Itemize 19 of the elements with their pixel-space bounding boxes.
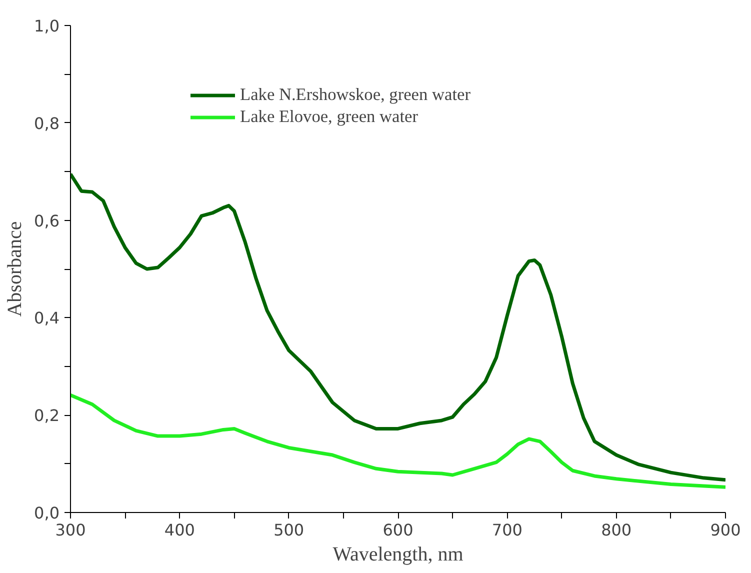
y-axis-title: Absorbance	[4, 221, 26, 317]
x-tick-label: 400	[164, 520, 195, 540]
y-tick-label: 0,2	[34, 406, 60, 426]
y-tick-label: 1,0	[34, 16, 60, 36]
y-tick-label: 0,6	[34, 211, 60, 230]
y-tick-label: 0,0	[34, 504, 60, 522]
x-tick-label: 500	[274, 520, 304, 540]
y-tick-label: 0,8	[34, 114, 60, 133]
legend-label: Lake Elovoe, green water	[240, 107, 418, 127]
legend-label: Lake N.Ershowskoe, green water	[240, 85, 470, 105]
x-tick-label: 800	[601, 520, 632, 540]
line-series	[70, 393, 726, 489]
y-tick-label: 0,4	[34, 308, 60, 328]
x-axis-title: Wavelength, nm	[332, 544, 464, 566]
x-tick-label: 600	[382, 520, 414, 540]
line-series	[70, 172, 726, 482]
x-tick-label: 900	[710, 520, 741, 540]
x-tick-label: 700	[492, 520, 522, 540]
x-tick-label: 300	[55, 520, 86, 540]
